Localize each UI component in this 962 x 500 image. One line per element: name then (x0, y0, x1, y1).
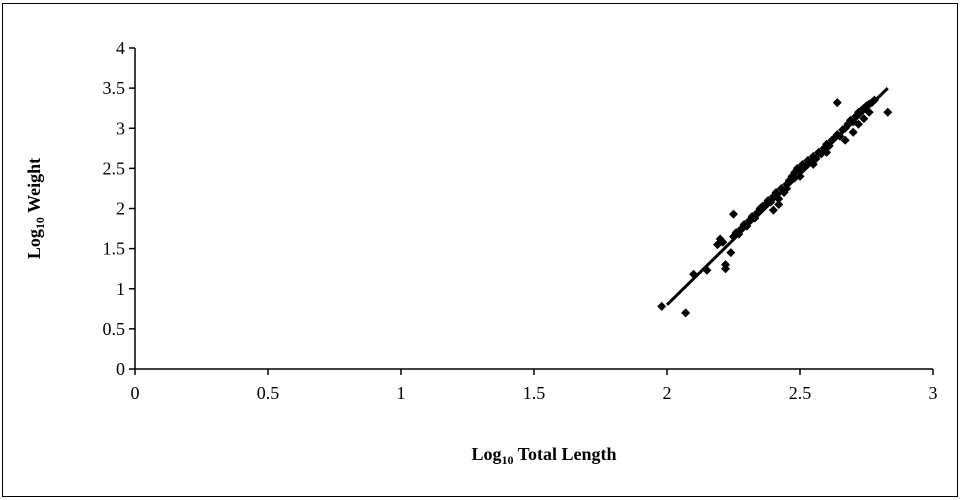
x-tick-label: 0 (131, 383, 140, 403)
data-point (729, 209, 738, 219)
data-point (883, 107, 893, 117)
x-tick-label: 2 (663, 383, 672, 403)
data-point (726, 248, 736, 258)
axes (134, 48, 933, 370)
y-tick-label: 2.5 (103, 158, 126, 178)
x-tick-label: 1 (397, 383, 406, 403)
y-ticks: 0 0.5 1 1.5 2 2.5 3 3.5 4 (103, 38, 135, 379)
data-point (657, 301, 667, 311)
x-axis-title-sub: 10 (501, 453, 513, 467)
data-point (859, 114, 869, 124)
x-axis-title-main: Log (471, 444, 501, 464)
x-tick-label: 1.5 (523, 383, 546, 403)
chart-frame (2, 3, 958, 497)
y-tick-label: 1 (116, 279, 125, 299)
x-axis-title: Log10 Total Length (471, 444, 616, 467)
y-tick-label: 3 (116, 118, 125, 138)
data-point (774, 199, 784, 209)
x-tick-label: 2.5 (789, 383, 812, 403)
x-tick-label: 3 (929, 383, 938, 403)
y-tick-label: 2 (116, 199, 125, 219)
data-point (721, 264, 731, 274)
y-axis-title: Log10 Weight (24, 158, 47, 259)
data-point (800, 162, 810, 172)
x-ticks: 0 0.5 1 1.5 2 2.5 3 (131, 369, 938, 403)
data-point (718, 237, 728, 247)
y-axis-title-main: Log (24, 229, 44, 259)
y-tick-label: 1.5 (103, 239, 126, 259)
data-point (848, 127, 858, 137)
data-point (832, 98, 842, 108)
x-tick-label: 0.5 (257, 383, 280, 403)
y-tick-label: 0.5 (103, 319, 126, 339)
y-axis-title-rest: Weight (24, 158, 44, 217)
x-axis-title-rest: Total Length (513, 444, 616, 464)
y-tick-label: 4 (116, 38, 125, 58)
data-point (681, 308, 691, 318)
trendline (665, 87, 889, 306)
data-point (840, 135, 850, 145)
data-point (768, 205, 778, 215)
y-axis-title-sub: 10 (33, 217, 47, 229)
y-tick-label: 3.5 (103, 78, 126, 98)
y-tick-label: 0 (116, 359, 125, 379)
data-points (657, 95, 893, 318)
data-point (854, 119, 864, 129)
